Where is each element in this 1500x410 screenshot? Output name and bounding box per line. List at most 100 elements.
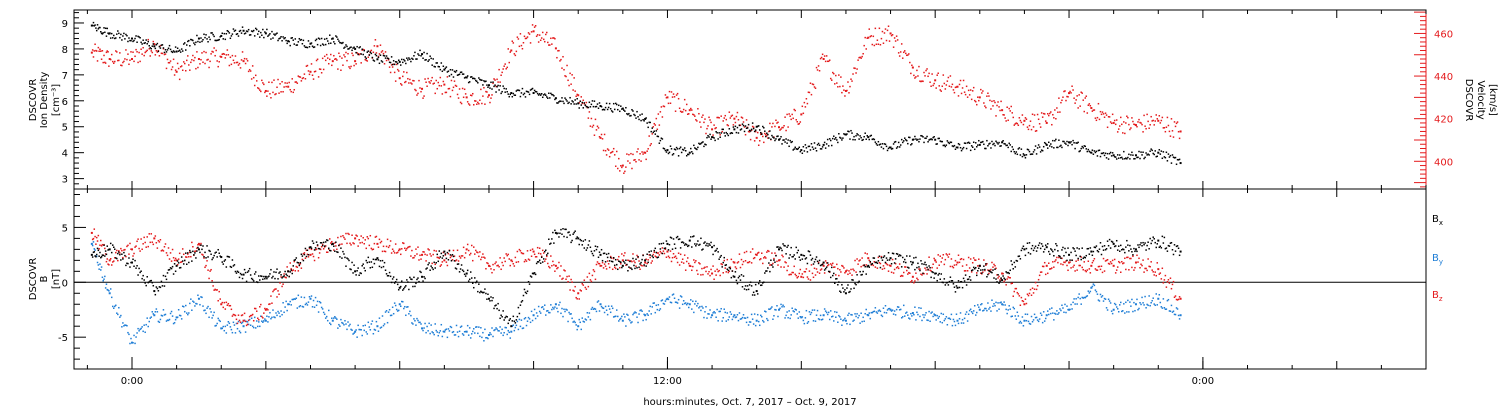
density-point (147, 40, 149, 43)
bx-point (316, 244, 319, 246)
by-point (657, 304, 660, 306)
bz-point (268, 303, 270, 306)
bx-point (379, 260, 382, 262)
velocity-point (425, 81, 427, 83)
density-point (969, 149, 972, 152)
by-point (759, 314, 762, 317)
density-point (295, 44, 298, 46)
density-point (478, 77, 480, 79)
by-point (753, 313, 756, 315)
bz-point (816, 271, 819, 273)
density-point (547, 97, 549, 99)
bz-point (199, 244, 201, 246)
bz-point (848, 270, 850, 272)
density-point (94, 24, 96, 26)
bz-point (148, 233, 150, 235)
bz-point (1065, 260, 1067, 262)
velocity-point (1120, 116, 1122, 119)
density-point (786, 142, 788, 144)
density-point (637, 116, 639, 118)
velocity-point (475, 100, 477, 102)
density-point (1054, 140, 1056, 142)
velocity-point (980, 88, 982, 91)
density-point (850, 129, 852, 132)
bx-point (385, 273, 388, 275)
by-point (520, 319, 523, 321)
velocity-point (795, 119, 797, 121)
velocity-point (1131, 117, 1133, 119)
bx-point (239, 272, 242, 275)
density-point (795, 148, 797, 150)
by-point (700, 309, 702, 312)
bz-point (478, 255, 480, 258)
bz-point (350, 244, 352, 246)
density-point (747, 123, 750, 126)
by-point (886, 309, 889, 311)
velocity-point (346, 59, 348, 62)
velocity-point (709, 119, 711, 121)
density-point (538, 93, 541, 95)
bz-point (618, 255, 620, 258)
bz-point (1146, 269, 1148, 272)
density-point (1063, 140, 1065, 143)
by-point (1033, 313, 1036, 316)
by-point (197, 294, 199, 297)
bz-point (317, 256, 320, 259)
bx-point (143, 279, 145, 281)
density-point (687, 153, 690, 156)
density-point (855, 135, 857, 137)
by-point (163, 314, 166, 316)
velocity-point (338, 52, 340, 55)
density-point (861, 139, 863, 142)
velocity-point (236, 61, 239, 64)
velocity-point (841, 91, 843, 94)
bz-point (1105, 259, 1108, 262)
bz-point (568, 275, 570, 277)
velocity-point (219, 55, 221, 58)
by-point (820, 319, 823, 321)
velocity-point (1145, 127, 1147, 130)
density-point (439, 68, 442, 71)
density-point (713, 137, 715, 139)
velocity-point (460, 102, 463, 105)
velocity-point (442, 80, 445, 83)
velocity-point (950, 86, 953, 88)
bz-point (679, 253, 682, 256)
velocity-point (817, 65, 820, 67)
bz-point (489, 265, 491, 268)
bz-point (1029, 288, 1032, 291)
velocity-point (1116, 131, 1119, 133)
bz-point (237, 314, 240, 316)
velocity-point (782, 126, 784, 129)
bz-point (1170, 287, 1173, 290)
velocity-point (491, 94, 493, 96)
by-point (1167, 298, 1170, 301)
density-point (1092, 153, 1095, 155)
by-point (450, 326, 453, 329)
density-point (796, 148, 799, 151)
density-point (702, 141, 704, 143)
by-point (949, 318, 952, 320)
velocity-point (1090, 107, 1093, 110)
bx-point (117, 252, 119, 255)
density-point (305, 46, 308, 49)
velocity-point (673, 96, 676, 98)
by-point (891, 309, 894, 311)
bx-point (279, 271, 281, 273)
by-point (1094, 289, 1097, 291)
by-point (304, 303, 307, 306)
bz-point (723, 259, 725, 262)
velocity-point (499, 81, 501, 83)
density-point (928, 139, 930, 141)
velocity-point (1086, 112, 1089, 114)
density-point (1100, 152, 1103, 155)
by-point (718, 310, 720, 313)
bx-point (416, 278, 418, 281)
velocity-point (1014, 123, 1017, 125)
velocity-point (1013, 124, 1016, 126)
by-point (608, 308, 611, 310)
bx-point (189, 249, 191, 252)
by-point (571, 317, 573, 320)
bz-point (780, 266, 782, 268)
density-point (844, 133, 846, 136)
